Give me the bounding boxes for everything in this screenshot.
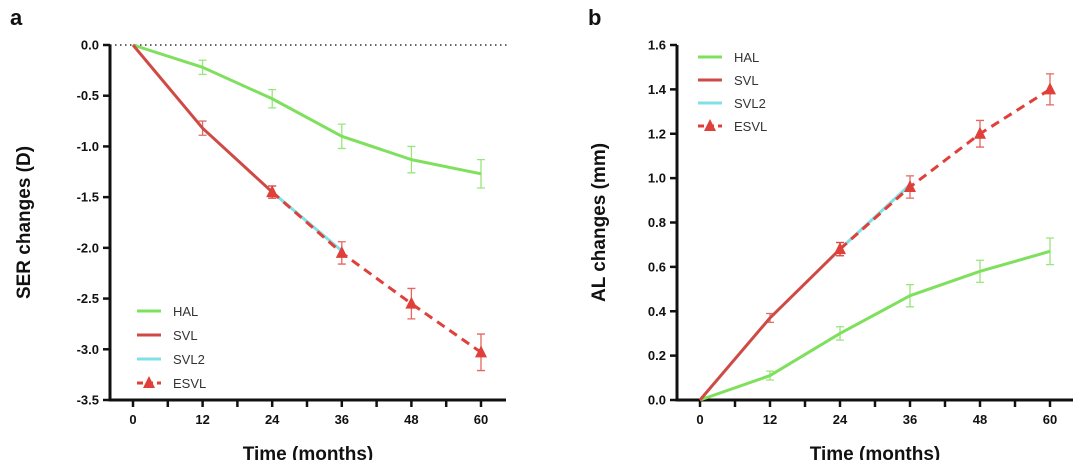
x-axis-label: Time (months) <box>243 444 374 460</box>
y-tick-label: -2.0 <box>77 240 99 255</box>
data-point-triangle <box>904 180 916 192</box>
y-tick-label: 0.2 <box>648 348 666 363</box>
y-tick-label: -1.0 <box>77 139 99 154</box>
legend-item: HAL <box>698 50 759 65</box>
series-esvl <box>266 185 487 372</box>
x-tick-label: 36 <box>903 412 917 427</box>
data-point-triangle <box>405 296 418 309</box>
x-tick-label: 60 <box>1043 412 1057 427</box>
error-bar <box>1046 237 1054 266</box>
legend-item: SVL <box>137 328 198 343</box>
y-tick-label: 1.6 <box>648 38 666 53</box>
x-tick-label: 48 <box>973 412 987 427</box>
y-tick-label: -0.5 <box>77 88 99 103</box>
y-tick-label: 1.4 <box>648 82 667 97</box>
data-point-triangle <box>335 245 348 258</box>
legend-label: ESVL <box>734 119 767 134</box>
series-line <box>839 88 1051 251</box>
panel-b: b 0.0 0.2 0.4 0.6 0.8 1.0 1.2 1.4 1.6 0 12 24 36 48 60 T… <box>588 5 1073 460</box>
x-tick-label: 0 <box>696 412 703 427</box>
panel-label: b <box>588 5 601 30</box>
series-esvl <box>834 73 1056 257</box>
legend-item: SVL <box>698 73 759 88</box>
panel-label: a <box>10 5 23 30</box>
y-tick-label: 0.6 <box>648 259 666 274</box>
legend-marker-triangle <box>704 119 716 131</box>
legend-label: ESVL <box>173 376 206 391</box>
series-hal <box>132 43 485 189</box>
series-svl <box>131 44 277 199</box>
legend-label: SVL <box>173 328 198 343</box>
legend-label: SVL <box>734 73 759 88</box>
y-tick-label: 1.0 <box>648 171 666 186</box>
legend-item: SVL2 <box>698 96 766 111</box>
legend-item: ESVL <box>698 119 767 134</box>
y-tick-label: -3.5 <box>77 393 99 408</box>
data-point-triangle <box>834 242 846 255</box>
y-tick-label: 0.8 <box>648 215 666 230</box>
y-tick-label: 0.4 <box>648 304 667 319</box>
legend-label: HAL <box>734 50 759 65</box>
series-hal <box>699 237 1054 402</box>
series-line <box>131 44 274 194</box>
legend-label: HAL <box>173 304 198 319</box>
x-tick-label: 60 <box>474 412 488 427</box>
x-tick-label: 12 <box>763 412 777 427</box>
data-point-triangle <box>974 126 986 139</box>
y-axis-label: SER changes (D) <box>14 146 35 299</box>
y-tick-label: -1.5 <box>77 190 99 205</box>
legend-item: SVL2 <box>137 352 205 367</box>
y-tick-label: -3.0 <box>77 342 99 357</box>
y-tick-label: 0.0 <box>648 393 666 408</box>
series-svl <box>698 241 844 401</box>
x-tick-label: 24 <box>833 412 848 427</box>
y-tick-label: -2.5 <box>77 291 99 306</box>
legend-item: HAL <box>137 304 198 319</box>
y-tick-label: 1.2 <box>648 126 666 141</box>
x-tick-label: 0 <box>129 412 136 427</box>
x-axis-label: Time (months) <box>810 444 941 460</box>
x-tick-label: 36 <box>335 412 349 427</box>
x-tick-label: 24 <box>265 412 280 427</box>
y-axis-label: AL changes (mm) <box>589 143 610 302</box>
data-point-triangle <box>266 185 279 198</box>
data-point-triangle <box>475 345 487 358</box>
legend-marker-triangle <box>143 376 155 388</box>
x-tick-label: 48 <box>404 412 418 427</box>
legend-label: SVL2 <box>734 96 766 111</box>
data-point-triangle <box>1044 82 1056 95</box>
series-line <box>271 190 482 354</box>
legend-item: ESVL <box>137 376 206 391</box>
y-tick-label: 0.0 <box>81 38 99 53</box>
series-line <box>699 249 1051 402</box>
series-line <box>132 43 482 176</box>
x-tick-label: 12 <box>195 412 209 427</box>
panel-a: a 0.0 -0.5 -1.0 -1.5 -2.0 -2.5 -3.0 -3.5 0 12 24 36 4… <box>10 5 510 460</box>
legend-label: SVL2 <box>173 352 205 367</box>
series-line <box>698 248 842 401</box>
